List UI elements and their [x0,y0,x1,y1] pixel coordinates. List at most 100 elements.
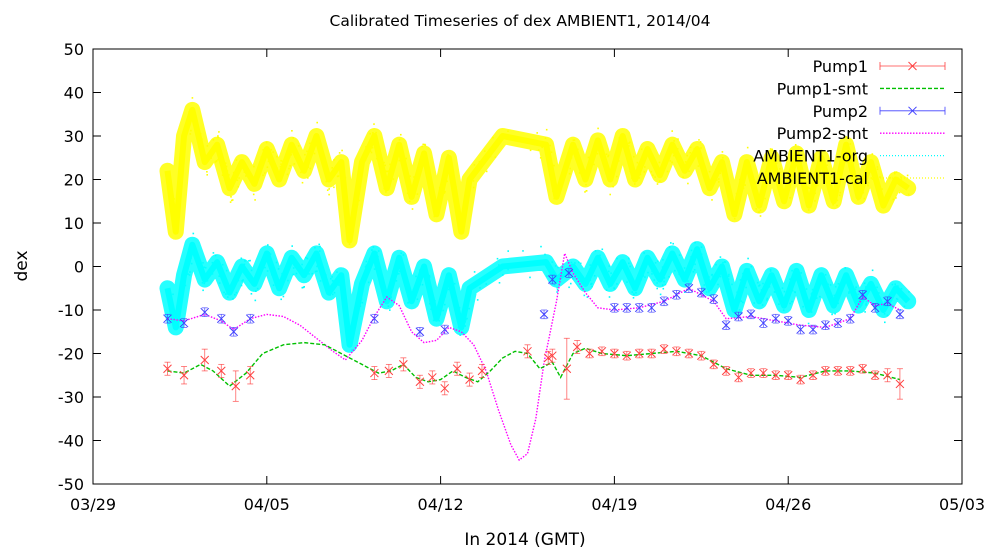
data-point [638,282,641,285]
data-point [372,132,374,134]
series-pump2 [163,268,905,337]
data-point [421,267,424,270]
data-point [200,307,210,317]
data-point [177,326,180,329]
data-point [877,299,880,302]
data-point [433,215,436,218]
data-point [623,143,626,146]
data-point [708,170,711,173]
data-point [273,166,276,168]
data-point [584,191,586,193]
data-point [634,183,636,185]
data-point [188,250,190,252]
data-point [557,196,559,199]
data-point [739,178,741,181]
data-point [432,319,435,322]
data-point [639,173,642,176]
data-point [370,151,373,154]
data-point [895,197,897,199]
data-point [201,282,204,284]
data-point [892,198,895,201]
data-point [798,172,800,175]
data-point [772,163,775,165]
data-point [260,168,263,171]
data-point [472,186,475,189]
data-point [212,252,215,254]
data-point [906,174,909,177]
data-point [351,217,354,219]
data-point [668,246,671,248]
data-point [629,141,631,144]
data-point [827,283,829,286]
data-point [316,121,318,124]
data-point [456,318,459,321]
data-point [275,166,277,169]
data-point [346,199,348,201]
data-point [304,153,306,156]
data-point [492,136,494,139]
data-point [240,257,243,260]
data-point [253,165,255,168]
data-point [638,163,640,165]
data-point [742,274,745,277]
data-point [179,311,182,313]
data-point [615,161,618,164]
data-point [494,156,497,158]
data-point [610,349,619,358]
data-point [493,273,495,275]
data-point [261,262,264,265]
data-point [826,164,828,166]
data-point [373,123,375,125]
data-point [739,279,742,281]
data-point [569,167,571,170]
data-point [206,280,209,282]
x-tick-label: 04/19 [591,495,637,514]
data-point [323,168,326,170]
data-point [806,201,809,203]
data-point [507,130,509,132]
data-point [405,157,407,160]
series-line [167,341,901,388]
data-point [864,286,867,288]
data-point [804,199,807,201]
data-point [635,292,637,294]
data-point [549,144,551,147]
data-point [341,149,343,152]
legend-label-ambient1-org: AMBIENT1-org [753,147,868,166]
data-point [371,249,373,251]
data-point [243,171,246,173]
data-point [437,202,439,205]
data-point [651,270,653,273]
data-point [266,166,269,168]
data-point [451,175,454,177]
data-point [288,167,290,170]
data-point [851,288,854,291]
chart-title: Calibrated Timeseries of dex AMBIENT1, 2… [330,12,711,30]
data-point [281,272,283,275]
data-point [776,173,778,176]
data-point [629,170,631,172]
data-point [789,186,791,188]
data-point [242,264,245,267]
data-point [668,157,671,160]
data-point [721,320,731,330]
data-point [589,264,592,266]
data-point [616,257,618,260]
data-point [282,295,285,298]
data-point [742,301,744,304]
data-point [557,185,560,188]
data-point [809,187,812,190]
data-point [444,303,446,306]
data-point [871,160,874,163]
data-point [179,286,182,288]
series-line [164,106,910,244]
data-point [612,161,614,163]
data-point [265,141,268,144]
data-point [754,190,757,192]
data-point [583,294,586,297]
data-point [307,177,309,179]
data-point [837,283,840,285]
data-point [343,279,345,281]
data-point [585,349,594,358]
data-point [854,174,857,176]
